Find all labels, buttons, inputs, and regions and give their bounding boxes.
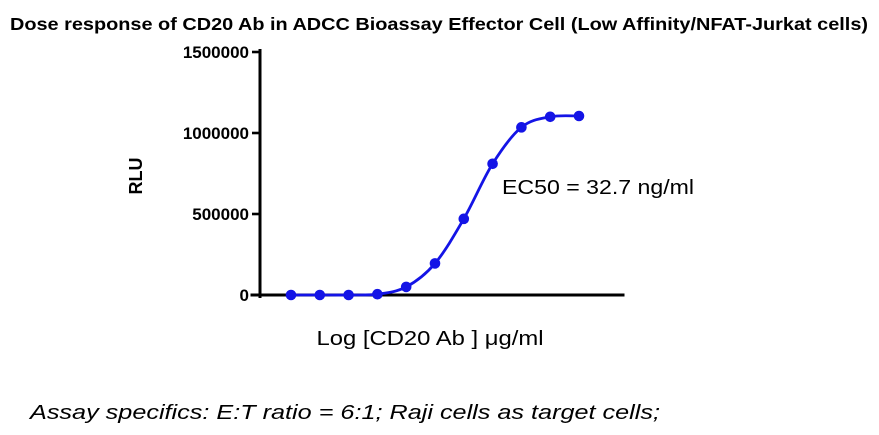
y-axis-ticks: 0 500000 1000000 1500000 bbox=[183, 43, 260, 305]
data-point bbox=[573, 110, 585, 122]
assay-footnote: Assay specifics: E:T ratio = 6:1; Raji c… bbox=[29, 402, 660, 424]
data-points bbox=[285, 110, 585, 301]
y-tick-label: 1000000 bbox=[183, 124, 249, 143]
y-tick-label: 1500000 bbox=[183, 43, 249, 62]
data-point bbox=[516, 122, 527, 133]
ec50-annotation: EC50 = 32.7 ng/ml bbox=[502, 176, 694, 199]
data-point bbox=[487, 158, 498, 170]
data-point bbox=[544, 111, 556, 123]
data-point bbox=[343, 289, 354, 301]
data-point bbox=[400, 281, 412, 293]
data-point bbox=[314, 289, 326, 301]
data-point bbox=[429, 258, 441, 269]
chart-title: Dose response of CD20 Ab in ADCC Bioassa… bbox=[10, 14, 868, 34]
data-point bbox=[285, 289, 297, 301]
data-point bbox=[458, 213, 470, 225]
y-tick-label: 0 bbox=[240, 286, 249, 305]
x-axis-label: Log [CD20 Ab ] μg/ml bbox=[317, 328, 544, 350]
y-tick-label: 500000 bbox=[192, 205, 249, 224]
y-axis-label: RLU bbox=[126, 158, 146, 195]
data-point bbox=[372, 288, 383, 300]
